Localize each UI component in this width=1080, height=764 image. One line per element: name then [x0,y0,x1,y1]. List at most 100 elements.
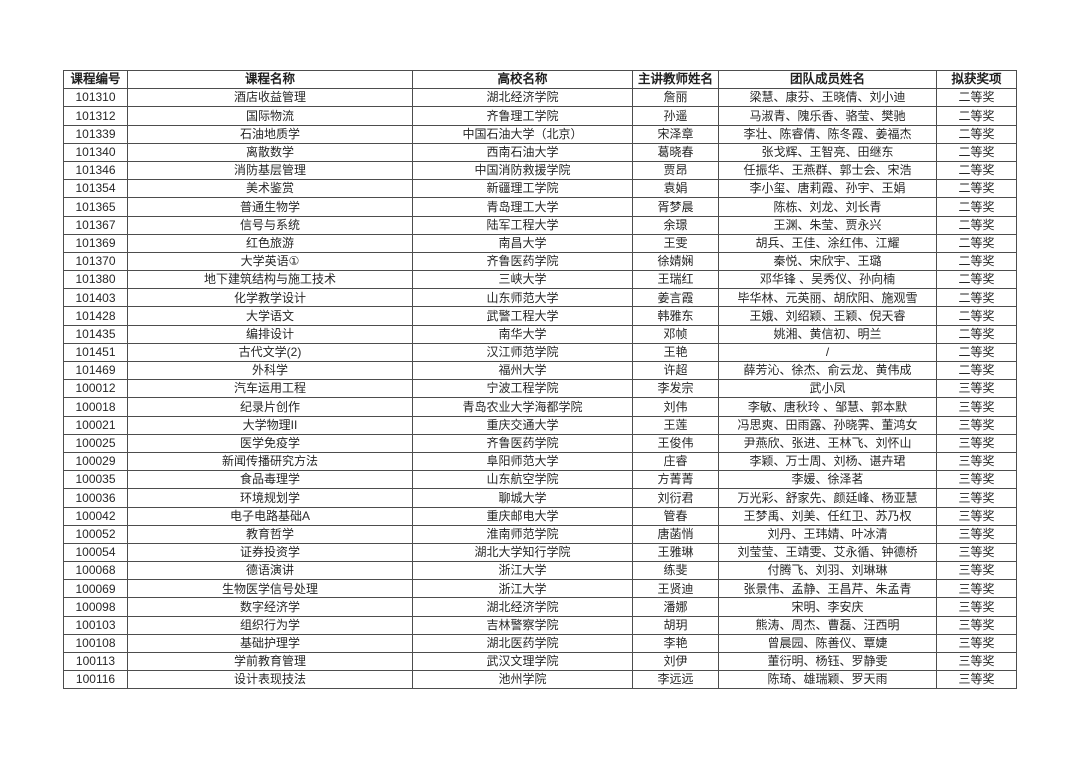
column-header-instructor: 主讲教师姓名 [632,69,719,90]
cell-award: 二等奖 [936,124,1017,144]
table-row: 101369 红色旅游 南昌大学 王雯 胡兵、王佳、涂红伟、江耀 二等奖 [63,233,1017,253]
table-row: 101354 美术鉴赏 新疆理工学院 袁娟 李小玺、唐莉霞、孙宇、王娟 二等奖 [63,179,1017,199]
table-row: 100018 纪录片创作 青岛农业大学海都学院 刘伟 李敏、唐秋玲 、邹慧、郭本默 三等奖 [63,397,1017,417]
cell-course_name: 大学英语① [127,251,413,272]
cell-instructor: 王雯 [632,233,719,253]
cell-instructor: 许超 [632,360,719,381]
table-row: 101435 编排设计 南华大学 邓帧 姚湘、黄信初、明兰 二等奖 [63,324,1017,344]
cell-course_name: 食品毒理学 [127,470,413,490]
cell-university: 福州大学 [412,360,633,381]
cell-university: 阜阳师范大学 [412,451,633,472]
cell-instructor: 詹丽 [632,88,719,108]
cell-team_members: 尹燕欣、张进、王林飞、刘怀山 [718,433,937,453]
cell-course_code: 100012 [63,379,128,399]
cell-instructor: 胡玥 [632,615,719,635]
cell-instructor: 潘娜 [632,597,719,617]
cell-course_code: 100054 [63,542,128,563]
cell-team_members: 熊涛、周杰、曹磊、汪西明 [718,615,937,635]
cell-team_members: 李媛、徐泽茗 [718,470,937,490]
cell-team_members: 姚湘、黄信初、明兰 [718,324,937,344]
cell-instructor: 王贤迪 [632,579,719,599]
table-row: 100052 教育哲学 淮南师范学院 唐菡悄 刘丹、王玮婧、叶冰清 三等奖 [63,524,1017,544]
cell-course_name: 纪录片创作 [127,397,413,417]
table-row: 100012 汽车运用工程 宁波工程学院 李发宗 武小凤 三等奖 [63,379,1017,399]
cell-course_code: 100108 [63,633,128,654]
cell-course_name: 设计表现技法 [127,670,413,690]
cell-team_members: 付腾飞、刘羽、刘琳琳 [718,561,937,581]
cell-instructor: 李发宗 [632,379,719,399]
cell-course_code: 100042 [63,506,128,526]
cell-course_name: 信号与系统 [127,215,413,235]
cell-award: 三等奖 [936,561,1017,581]
cell-course_code: 101369 [63,233,128,253]
cell-university: 池州学院 [412,670,633,690]
cell-award: 二等奖 [936,142,1017,162]
cell-team_members: 胡兵、王佳、涂红伟、江耀 [718,233,937,253]
table-row: 100068 德语演讲 浙江大学 练斐 付腾飞、刘羽、刘琳琳 三等奖 [63,561,1017,581]
cell-university: 新疆理工学院 [412,179,633,199]
cell-course_code: 100021 [63,415,128,435]
cell-team_members: 秦悦、宋欣宇、王璐 [718,251,937,272]
cell-team_members: 陈栋、刘龙、刘长青 [718,197,937,217]
table-row: 101312 国际物流 齐鲁理工学院 孙遥 马淑青、隗乐香、骆莹、樊驰 二等奖 [63,106,1017,126]
table-row: 100036 环境规划学 聊城大学 刘衍君 万光彩、舒家先、颜廷峰、杨亚慧 三等奖 [63,488,1017,508]
cell-instructor: 李艳 [632,633,719,654]
cell-award: 三等奖 [936,415,1017,435]
cell-course_code: 100068 [63,561,128,581]
column-header-award: 拟获奖项 [936,69,1017,90]
cell-course_name: 编排设计 [127,324,413,344]
table-row: 100029 新闻传播研究方法 阜阳师范大学 庄睿 李颖、万士周、刘杨、谌卉珺 三等奖 [63,451,1017,472]
cell-university: 湖北大学知行学院 [412,542,633,563]
cell-team_members: 李小玺、唐莉霞、孙宇、王娟 [718,179,937,199]
cell-course_name: 大学物理II [127,415,413,435]
cell-instructor: 练斐 [632,561,719,581]
table-row: 101367 信号与系统 陆军工程大学 余璟 王渊、朱莹、贾永兴 二等奖 [63,215,1017,235]
cell-course_name: 美术鉴赏 [127,179,413,199]
cell-team_members: / [718,342,937,363]
cell-award: 二等奖 [936,270,1017,290]
cell-award: 三等奖 [936,451,1017,472]
cell-instructor: 王俊伟 [632,433,719,453]
cell-course_name: 地下建筑结构与施工技术 [127,270,413,290]
table-row: 101365 普通生物学 青岛理工大学 胥梦晨 陈栋、刘龙、刘长青 二等奖 [63,197,1017,217]
cell-course_name: 离散数学 [127,142,413,162]
cell-instructor: 胥梦晨 [632,197,719,217]
cell-award: 三等奖 [936,542,1017,563]
cell-university: 齐鲁理工学院 [412,106,633,126]
cell-team_members: 邓华锋 、吴秀仪、孙向楠 [718,270,937,290]
cell-course_name: 医学免疫学 [127,433,413,453]
cell-team_members: 梁慧、康芬、王晓倩、刘小迪 [718,88,937,108]
cell-course_code: 101403 [63,288,128,308]
cell-course_code: 100036 [63,488,128,508]
table-row: 101310 酒店收益管理 湖北经济学院 詹丽 梁慧、康芬、王晓倩、刘小迪 二等奖 [63,88,1017,108]
cell-university: 齐鲁医药学院 [412,433,633,453]
cell-course_name: 外科学 [127,360,413,381]
cell-course_code: 101346 [63,160,128,181]
cell-instructor: 余璟 [632,215,719,235]
cell-course_code: 101339 [63,124,128,144]
cell-university: 西南石油大学 [412,142,633,162]
cell-university: 南昌大学 [412,233,633,253]
cell-award: 三等奖 [936,524,1017,544]
cell-instructor: 孙遥 [632,106,719,126]
cell-team_members: 陈琦、雄瑞颖、罗天雨 [718,670,937,690]
cell-team_members: 薛芳沁、徐杰、俞云龙、黄伟成 [718,360,937,381]
cell-university: 山东师范大学 [412,288,633,308]
table-row: 101340 离散数学 西南石油大学 葛晓春 张戈辉、王智亮、田继东 二等奖 [63,142,1017,162]
table-row: 100054 证券投资学 湖北大学知行学院 王雅琳 刘莹莹、王靖雯、艾永循、钟德桥 三等奖 [63,542,1017,563]
table-row: 100108 基础护理学 湖北医药学院 李艳 曾晨园、陈善仪、覃婕 三等奖 [63,633,1017,654]
cell-university: 聊城大学 [412,488,633,508]
cell-instructor: 韩雅东 [632,306,719,326]
cell-course_code: 101354 [63,179,128,199]
cell-team_members: 曾晨园、陈善仪、覃婕 [718,633,937,654]
cell-course_name: 古代文学(2) [127,342,413,363]
cell-team_members: 冯思爽、田雨露、孙晓霁、董鸿女 [718,415,937,435]
cell-instructor: 刘衍君 [632,488,719,508]
column-header-university: 高校名称 [412,69,633,90]
cell-award: 三等奖 [936,651,1017,672]
cell-team_members: 宋明、李安庆 [718,597,937,617]
cell-instructor: 贾昂 [632,160,719,181]
cell-team_members: 王渊、朱莹、贾永兴 [718,215,937,235]
cell-course_name: 基础护理学 [127,633,413,654]
